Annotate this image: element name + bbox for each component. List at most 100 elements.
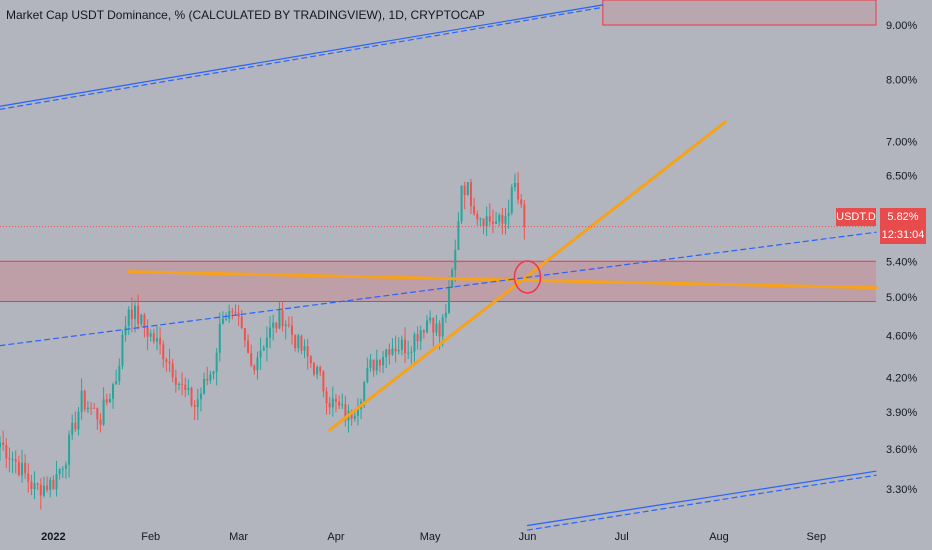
candle-body: [83, 390, 86, 410]
candle-body: [42, 485, 45, 496]
resistance-zone-layer: [0, 0, 877, 303]
candle-body: [11, 459, 14, 461]
candle: [5, 438, 8, 469]
candle: [83, 389, 86, 412]
candle: [316, 365, 319, 380]
candle-body: [513, 182, 516, 188]
candle-body: [165, 359, 168, 362]
candle: [102, 387, 105, 427]
x-tick-label: Aug: [709, 531, 729, 543]
candle-body: [356, 408, 359, 416]
candle: [17, 455, 20, 477]
candle: [134, 300, 137, 333]
candle: [435, 314, 438, 337]
candle: [510, 184, 513, 216]
x-tick-label: Feb: [141, 531, 160, 543]
candle-body: [108, 398, 111, 403]
candle: [52, 475, 55, 490]
x-tick-label: Jun: [519, 531, 537, 543]
candle-body: [488, 216, 491, 222]
trendline-orange-1: [328, 120, 727, 432]
x-tick-label: Jul: [615, 531, 629, 543]
candle: [137, 294, 140, 330]
candle-body: [284, 324, 287, 327]
candle-body: [476, 213, 479, 220]
candle: [96, 407, 99, 430]
candle: [265, 326, 268, 362]
candle: [385, 349, 388, 369]
candle-body: [99, 419, 102, 425]
candle-body: [262, 347, 265, 351]
candle: [372, 359, 375, 377]
candle-body: [215, 352, 218, 372]
candle: [432, 317, 435, 347]
candle: [168, 348, 171, 372]
candle-body: [253, 365, 256, 371]
candle: [20, 449, 23, 483]
candle: [375, 349, 378, 375]
candle-body: [77, 411, 80, 430]
candle-body: [275, 322, 278, 329]
candle-body: [159, 338, 162, 345]
candle-body: [294, 334, 297, 349]
drawings-layer: [0, 4, 878, 531]
candle: [444, 304, 447, 323]
candle-body: [372, 359, 375, 371]
candle-body: [281, 310, 284, 327]
candle: [419, 325, 422, 351]
candle: [457, 212, 460, 251]
candle-body: [447, 288, 450, 313]
candle: [206, 366, 209, 386]
candle: [284, 320, 287, 340]
candle-body: [134, 305, 137, 320]
candle-body: [174, 377, 177, 385]
candle-body: [498, 214, 501, 222]
candle-body: [309, 356, 312, 364]
candle: [520, 194, 523, 208]
candle: [479, 217, 482, 227]
candle: [347, 404, 350, 433]
candle: [237, 304, 240, 326]
candle-body: [322, 371, 325, 392]
candle-body: [46, 485, 49, 490]
candle-body: [363, 382, 366, 402]
candle: [523, 200, 526, 240]
candle: [221, 311, 224, 325]
candle-body: [20, 462, 23, 476]
candle: [473, 197, 476, 216]
candle-body: [385, 349, 388, 358]
candle-body: [80, 390, 83, 412]
candle-body: [190, 387, 193, 406]
candle-body: [127, 309, 130, 327]
candle: [14, 450, 17, 474]
candle-body: [250, 353, 253, 366]
candle-body: [193, 405, 196, 408]
candle: [309, 355, 312, 368]
candle-body: [297, 335, 300, 349]
candle-body: [86, 407, 89, 410]
x-tick-label: Sep: [807, 531, 827, 543]
candle: [42, 476, 45, 498]
candle: [356, 398, 359, 426]
candle-body: [397, 349, 400, 352]
candle: [360, 398, 363, 420]
candle-body: [391, 348, 394, 355]
candle-body: [240, 316, 243, 329]
candle: [228, 304, 231, 323]
candle-body: [469, 182, 472, 207]
candle-body: [491, 221, 494, 224]
candle: [159, 327, 162, 355]
candle-body: [137, 305, 140, 325]
candle: [413, 331, 416, 363]
candle: [108, 393, 111, 403]
candle: [55, 460, 58, 497]
candle: [306, 338, 309, 370]
candle-body: [247, 340, 250, 354]
candle: [118, 358, 121, 385]
candle-body: [426, 320, 429, 333]
candle: [341, 393, 344, 410]
candle: [58, 468, 61, 480]
candle-body: [438, 323, 441, 337]
